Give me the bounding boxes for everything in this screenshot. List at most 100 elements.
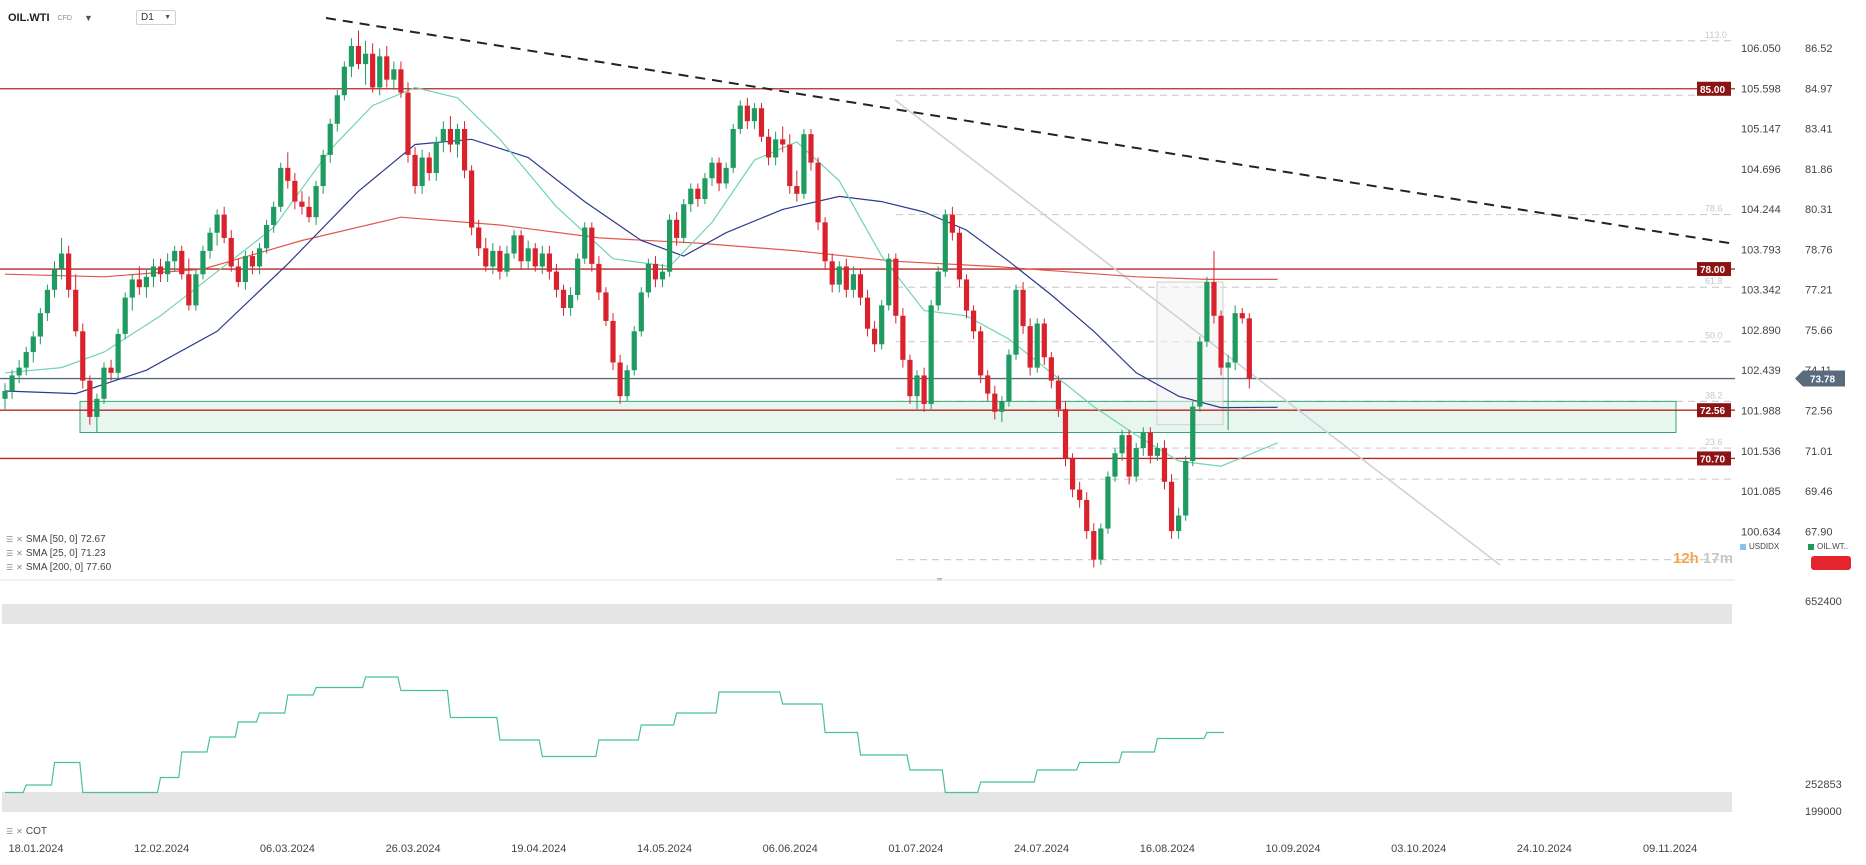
candle-body[interactable] <box>1168 481 1175 532</box>
candle-body[interactable] <box>525 248 531 262</box>
candle-body[interactable] <box>157 266 164 275</box>
candle-body[interactable] <box>285 167 291 181</box>
candle-body[interactable] <box>935 271 941 306</box>
candle-body[interactable] <box>1020 289 1026 327</box>
candle-body[interactable] <box>1197 341 1203 407</box>
candle-body[interactable] <box>1105 476 1111 529</box>
candle-body[interactable] <box>1204 282 1210 342</box>
symbol-dropdown-icon[interactable]: ▼ <box>83 13 93 23</box>
close-icon[interactable]: ✕ <box>16 535 23 544</box>
candle-body[interactable] <box>624 370 630 397</box>
candle-body[interactable] <box>864 297 871 329</box>
candle-body[interactable] <box>362 53 369 65</box>
candle-body[interactable] <box>928 305 934 404</box>
candle-body[interactable] <box>808 134 814 163</box>
candle-body[interactable] <box>978 331 984 376</box>
candle-body[interactable] <box>235 266 241 283</box>
candle-body[interactable] <box>1183 461 1189 516</box>
candle-body[interactable] <box>553 271 560 290</box>
candle-body[interactable] <box>16 367 22 376</box>
candle-body[interactable] <box>221 214 227 238</box>
candle-body[interactable] <box>469 170 475 228</box>
candle-body[interactable] <box>405 92 411 155</box>
candle-body[interactable] <box>348 45 355 67</box>
candle-body[interactable] <box>433 141 439 174</box>
candle-body[interactable] <box>200 250 206 275</box>
candle-body[interactable] <box>765 136 772 158</box>
candle-body[interactable] <box>1190 406 1196 462</box>
candle-body[interactable] <box>51 269 58 290</box>
candle-body[interactable] <box>9 375 15 391</box>
candle-body[interactable] <box>518 235 524 262</box>
candle-body[interactable] <box>695 188 701 200</box>
candle-body[interactable] <box>737 105 743 129</box>
candle-body[interactable] <box>476 227 482 249</box>
candle-body[interactable] <box>334 95 340 124</box>
indicator-row-sma25[interactable]: ☰ ✕ SMA [25, 0] 71.23 <box>6 547 111 561</box>
cot-legend[interactable]: ☰ ✕ COT <box>6 826 47 837</box>
candle-body[interactable] <box>454 128 461 145</box>
legend-usdidx[interactable]: USDIDX <box>1740 542 1779 551</box>
candle-body[interactable] <box>101 367 107 399</box>
candle-body[interactable] <box>1027 326 1033 368</box>
candle-body[interactable] <box>815 162 821 223</box>
candle-body[interactable] <box>87 380 93 417</box>
close-icon[interactable]: ✕ <box>16 827 23 836</box>
candle-body[interactable] <box>1062 409 1069 459</box>
candle-body[interactable] <box>1176 515 1182 532</box>
candle-body[interactable] <box>659 271 666 280</box>
close-icon[interactable]: ✕ <box>16 549 23 558</box>
candle-body[interactable] <box>886 258 892 306</box>
candle-body[interactable] <box>1041 323 1047 358</box>
settings-icon[interactable]: ☰ <box>6 535 14 544</box>
candle-body[interactable] <box>249 256 256 267</box>
candle-body[interactable] <box>94 398 100 417</box>
candle-body[interactable] <box>575 258 581 295</box>
candle-body[interactable] <box>674 219 680 238</box>
candle-body[interactable] <box>1069 458 1076 490</box>
candle-body[interactable] <box>66 253 72 290</box>
candle-body[interactable] <box>165 261 171 275</box>
candle-body[interactable] <box>391 69 397 80</box>
candle-body[interactable] <box>801 134 807 194</box>
candle-body[interactable] <box>1112 453 1118 477</box>
candle-body[interactable] <box>490 250 496 267</box>
candle-body[interactable] <box>1098 528 1104 560</box>
candle-body[interactable] <box>327 123 333 155</box>
candle-body[interactable] <box>186 274 192 306</box>
candle-body[interactable] <box>568 295 574 308</box>
candle-body[interactable] <box>879 305 885 345</box>
timeframe-select[interactable]: D1 ▼ <box>136 10 176 25</box>
candle-body[interactable] <box>702 178 708 200</box>
candle-body[interactable] <box>504 253 510 272</box>
candle-body[interactable] <box>999 401 1005 412</box>
symbol-name[interactable]: OIL.WTI <box>8 12 50 24</box>
candle-body[interactable] <box>751 108 758 122</box>
candle-body[interactable] <box>511 235 517 254</box>
candle-body[interactable] <box>447 128 454 145</box>
candle-body[interactable] <box>1147 432 1153 456</box>
indicator-row-sma50[interactable]: ☰ ✕ SMA [50, 0] 72.67 <box>6 533 111 547</box>
candle-body[interactable] <box>1034 323 1040 368</box>
candle-body[interactable] <box>1225 362 1231 368</box>
candle-body[interactable] <box>1077 489 1083 500</box>
candle-body[interactable] <box>709 162 715 179</box>
candle-body[interactable] <box>1119 435 1125 454</box>
candle-body[interactable] <box>58 253 65 270</box>
candle-body[interactable] <box>843 266 849 290</box>
candle-body[interactable] <box>638 292 644 332</box>
close-icon[interactable]: ✕ <box>16 563 23 572</box>
candle-body[interactable] <box>299 201 305 207</box>
candle-body[interactable] <box>242 256 248 283</box>
candle-body[interactable] <box>1211 282 1217 316</box>
candle-body[interactable] <box>80 331 86 381</box>
candle-body[interactable] <box>37 313 43 337</box>
candle-body[interactable] <box>963 279 970 311</box>
candle-body[interactable] <box>956 232 963 280</box>
candle-body[interactable] <box>603 292 609 321</box>
candle-body[interactable] <box>292 180 298 202</box>
candle-body[interactable] <box>1140 432 1146 449</box>
candle-body[interactable] <box>1133 448 1139 477</box>
candle-body[interactable] <box>730 128 736 168</box>
